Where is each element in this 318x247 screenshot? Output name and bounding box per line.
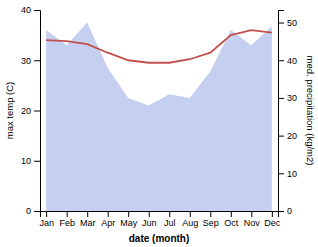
tick-mark [87,211,88,217]
tick-mark [34,60,40,61]
tick-label: May [120,218,138,228]
tick-mark [149,211,150,217]
tick-mark [46,211,47,217]
tick-mark [251,211,252,217]
x-tick: May [120,211,138,228]
tick-label: 50 [287,18,297,28]
x-tick: Jan [39,211,54,228]
tick-label: Jun [142,218,157,228]
axis-line [279,11,285,212]
tick-label: 40 [21,5,31,15]
x-tick: Sep [203,211,219,228]
y-tick: 30 [21,56,40,66]
temperature-line [46,30,272,63]
tick-label: Dec [264,218,281,228]
precipitation-area [46,23,272,211]
tick-label: Oct [224,218,239,228]
x-tick: Dec [264,211,281,228]
tick-label: 20 [21,106,31,116]
y2-tick: 50 [278,18,297,28]
tick-mark [272,211,273,217]
tick-label: Mar [80,218,96,228]
x-tick: Aug [182,211,198,228]
tick-mark [231,211,232,217]
x-tick: Nov [244,211,261,228]
y2-tick: 30 [278,93,297,103]
tick-mark [190,211,191,217]
y2-tick: 10 [278,169,297,179]
y-tick: 40 [21,5,40,15]
tick-mark [108,211,109,217]
tick-mark [34,111,40,112]
y2-tick: 40 [278,56,297,66]
tick-label: 10 [287,169,297,179]
y-tick: 0 [26,206,40,216]
tick-mark [169,211,170,217]
axis-line [41,212,279,218]
tick-mark [278,98,284,99]
y-tick: 20 [21,106,40,116]
tick-mark [278,23,284,24]
tick-mark [278,211,284,212]
tick-label: Jan [39,218,54,228]
x-tick: Feb [59,211,75,228]
x-axis: Jan Feb Mar Apr May Jun Jul Aug Sep Oct NovDec [39,211,280,228]
chart: Jan Feb Mar Apr May Jun Jul Aug Sep Oct NovDec 0 10 2… [0,0,318,247]
tick-mark [34,161,40,162]
tick-mark [67,211,68,217]
x-axis-title: date (month) [129,233,190,244]
y2-tick: 20 [278,131,297,141]
y2-axis: 0 10 20 30 40 50 [278,11,297,217]
tick-label: Jul [164,218,176,228]
tick-label: Aug [182,218,198,228]
axis-line [34,11,41,212]
tick-label: Feb [59,218,75,228]
tick-label: 30 [287,93,297,103]
x-tick: Oct [224,211,239,228]
x-tick: Mar [80,211,96,228]
tick-label: 20 [287,131,297,141]
tick-mark [278,173,284,174]
tick-mark [34,10,40,11]
y2-tick: 0 [278,206,292,216]
tick-mark [128,211,129,217]
x-tick: Apr [101,211,115,228]
tick-label: 10 [21,156,31,166]
tick-mark [278,60,284,61]
tick-label: 40 [287,56,297,66]
tick-label: 0 [26,206,31,216]
y2-axis-title: med. precipitation (kg/m2) [305,56,316,166]
tick-label: 30 [21,56,31,66]
tick-mark [34,211,40,212]
tick-mark [278,136,284,137]
y-axis-title: max temp (C) [4,82,15,140]
x-tick: Jul [164,211,176,228]
tick-label: Apr [101,218,115,228]
tick-label: 0 [287,206,292,216]
tick-mark [210,211,211,217]
x-tick: Jun [142,211,157,228]
y-tick: 10 [21,156,40,166]
y-axis: 0 10 20 30 40 [21,5,41,216]
tick-label: Sep [203,218,219,228]
tick-label: Nov [244,218,261,228]
plot-area [46,23,272,211]
